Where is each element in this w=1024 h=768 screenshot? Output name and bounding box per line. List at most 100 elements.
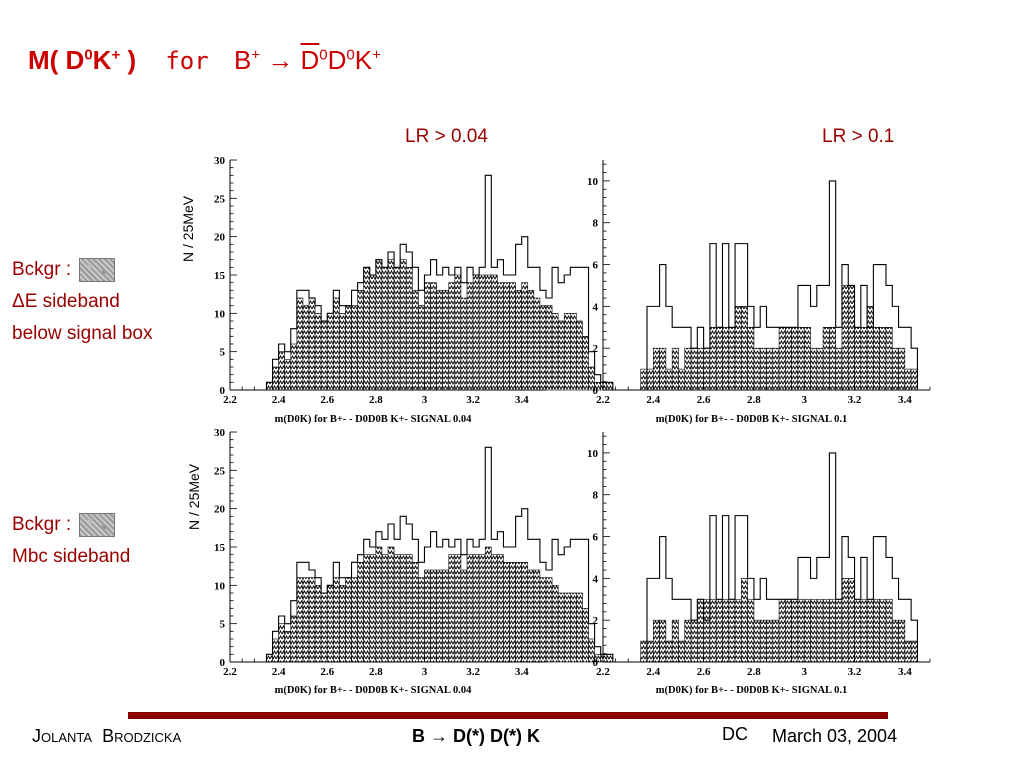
hatched-bar [509, 282, 516, 391]
hatched-bar [357, 290, 364, 391]
hatched-bar [854, 598, 862, 663]
histogram-panel-2: 2.2 2.4 2.6 2.8 3 3.2 3.4 0 2 4 6 8 10 m(D0K) for B+-… [587, 160, 931, 425]
hatched-bar [557, 592, 565, 663]
hatched-bar [582, 608, 589, 663]
hatched-bar [266, 654, 273, 663]
x-tick-label: 3.2 [848, 666, 862, 678]
hatched-bar [345, 577, 352, 663]
hatched-bar [709, 326, 717, 391]
hatched-bar [697, 347, 704, 391]
footer-date: March 03, 2004 [772, 726, 898, 746]
x-tick-label: 2.2 [596, 394, 610, 406]
hatched-bar [734, 306, 742, 391]
hatched-bar [527, 569, 535, 663]
hatched-bar [684, 347, 692, 391]
hatched-bar [272, 638, 279, 663]
hatched-bar [363, 267, 371, 391]
hatched-bar [722, 326, 730, 391]
hatched-bar [503, 562, 510, 663]
hatched-bar [345, 305, 352, 391]
hatched-bar [715, 326, 723, 391]
y-tick-label: 8 [593, 218, 599, 230]
hatched-bar [497, 282, 504, 391]
hatched-bar [785, 326, 792, 391]
lr-label-1: LR > 0.04 [405, 126, 488, 147]
hatched-bar [472, 274, 480, 391]
hatched-bar [418, 305, 425, 391]
hatched-bar [659, 619, 667, 663]
hatched-bar [766, 619, 774, 663]
hatched-bar [910, 640, 918, 663]
y-tick-label: 10 [587, 176, 599, 188]
hatched-bar [387, 546, 395, 663]
hatched-bar [448, 554, 456, 663]
hatched-bar [412, 562, 419, 663]
hatched-bar [898, 347, 906, 391]
hatched-bar [521, 282, 529, 391]
y-tick-label: 0 [220, 657, 226, 669]
hatched-bar [296, 297, 304, 391]
hatched-bar [284, 631, 292, 663]
hatched-bar [885, 326, 893, 391]
hatched-bar [772, 619, 780, 663]
y-tick-label: 30 [214, 155, 226, 167]
hatched-bar [557, 320, 565, 391]
title-decay: B+ → D0D0K+ [233, 45, 381, 75]
hatched-bar [822, 598, 830, 663]
hatched-bar [671, 619, 679, 663]
hatched-bar [339, 585, 346, 663]
hatched-bar [357, 562, 364, 663]
background-swatch-icon [79, 512, 116, 537]
x-tick-label: 3.4 [515, 394, 529, 406]
hatched-bar [515, 290, 522, 391]
hatched-bar [405, 267, 413, 391]
hatched-bar [563, 313, 571, 391]
hatched-bar [424, 282, 431, 391]
y-tick-label: 25 [214, 193, 226, 205]
x-tick-label: 2.6 [697, 394, 711, 406]
histogram-panel-4: 2.2 2.4 2.6 2.8 3 3.2 3.4 0 2 4 6 8 10 m(D0K) for B+-… [587, 432, 931, 696]
hatched-bar [741, 578, 748, 663]
outline-histogram-line [640, 180, 930, 391]
hatched-bar [646, 368, 654, 391]
background-swatch-icon [79, 257, 116, 282]
hatched-bar [290, 343, 298, 391]
x-tick-label: 2.2 [223, 666, 237, 678]
hatched-bar [841, 285, 849, 391]
x-tick-label: 2.2 [223, 394, 237, 406]
y-tick-label: 0 [593, 385, 599, 397]
hatched-bar [436, 569, 443, 663]
hatched-bar [484, 274, 492, 391]
hatched-bar [369, 274, 377, 391]
hatched-bar [515, 562, 522, 663]
hatched-bar [816, 598, 824, 663]
x-tick-label: 3.4 [515, 666, 529, 678]
hatched-bar [442, 569, 450, 663]
hatched-bar [503, 282, 510, 391]
x-tick-label: 2.8 [747, 666, 761, 678]
hatched-bar [551, 313, 559, 391]
x-tick-label: 2.6 [320, 666, 334, 678]
hatched-bar [314, 585, 322, 663]
hatched-bar [527, 290, 535, 391]
x-tick-label: 3 [801, 666, 807, 678]
hatched-bar [785, 598, 792, 663]
x-tick-label: 2.6 [320, 394, 334, 406]
hatched-bar [659, 347, 667, 391]
hatched-bar [879, 326, 887, 391]
x-tick-label: 3.2 [466, 666, 480, 678]
hatched-bar [436, 290, 443, 391]
y-tick-label: 0 [593, 657, 599, 669]
hatched-bar [302, 577, 310, 663]
hatched-bar [829, 326, 836, 391]
hatched-bar [653, 347, 660, 391]
hatched-bar [375, 259, 383, 391]
hatched-bar [873, 598, 880, 663]
y-tick-label: 6 [593, 260, 599, 272]
y-tick-label: 10 [214, 580, 226, 592]
hatched-bar [873, 326, 880, 391]
x-tick-label: 3.2 [466, 394, 480, 406]
hatched-bar [803, 598, 811, 663]
hatched-bar [791, 598, 799, 663]
